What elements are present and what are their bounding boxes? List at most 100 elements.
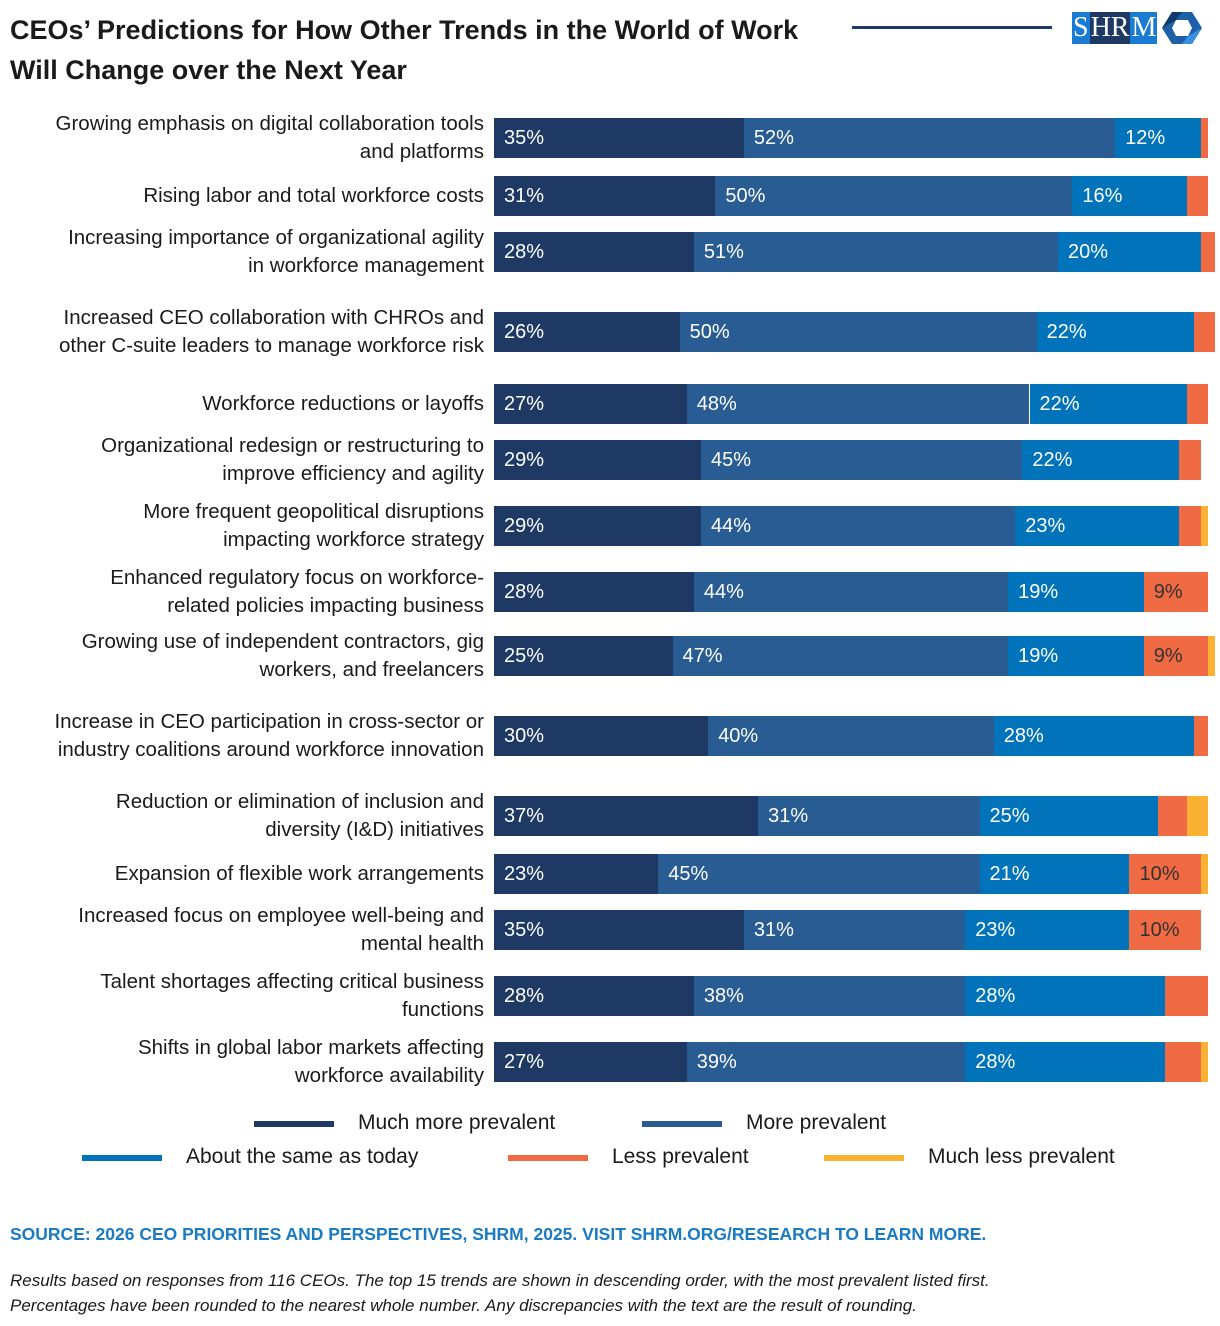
bar-segment	[979, 854, 1130, 894]
bar-segment	[1022, 440, 1180, 480]
data-label: 28%	[1003, 725, 1044, 747]
bar-segment	[494, 636, 673, 676]
bar-segment	[1015, 506, 1180, 546]
legend-swatch	[824, 1155, 904, 1161]
bar-segment	[708, 716, 994, 756]
bar-segment	[494, 312, 680, 352]
bar-segment	[743, 118, 1116, 158]
data-label: 20%	[1068, 241, 1109, 263]
bar-segment	[1158, 796, 1187, 836]
shrm-logo: S HR M	[1072, 12, 1158, 44]
data-label: 22%	[1046, 321, 1087, 343]
footnote-line: Results based on responses from 116 CEOs…	[10, 1271, 990, 1290]
data-label: 27%	[504, 393, 545, 415]
data-label: 19%	[1018, 645, 1059, 667]
category-label: Rising labor and total workforce costs	[143, 184, 484, 207]
legend-swatch	[642, 1121, 722, 1127]
bar-segment	[965, 910, 1130, 950]
bar-segment	[1008, 572, 1144, 612]
data-label: 38%	[703, 985, 744, 1007]
data-label: 47%	[682, 645, 723, 667]
category-label: Workforce reductions or layoffs	[202, 392, 484, 415]
legend-swatch	[508, 1155, 588, 1161]
data-label: 29%	[504, 515, 545, 537]
bar-segment	[1029, 384, 1187, 424]
category-label: Expansion of flexible work arrangements	[114, 862, 484, 885]
data-label: 25%	[989, 805, 1030, 827]
data-label: 44%	[711, 515, 752, 537]
bar-segment	[672, 636, 1009, 676]
bar-segment	[494, 506, 702, 546]
data-label: 39%	[696, 1051, 737, 1073]
data-label: 28%	[504, 241, 545, 263]
data-label: 31%	[504, 185, 545, 207]
data-label: 44%	[703, 581, 744, 603]
category-label: Increased focus on employee well-being a…	[78, 904, 484, 955]
bar-segment	[1200, 854, 1208, 894]
legend-label: Much less prevalent	[928, 1145, 1115, 1168]
bar-segment	[965, 1042, 1166, 1082]
bar-segment	[1200, 506, 1208, 546]
title-rule	[852, 26, 1052, 29]
data-label: 28%	[504, 581, 545, 603]
category-label: Increasing importance of organizational …	[68, 226, 484, 277]
data-label: 50%	[725, 185, 766, 207]
category-label: More frequent geopolitical disruptions i…	[143, 500, 484, 551]
legend-swatch	[82, 1155, 162, 1161]
bar-segment	[1200, 118, 1208, 158]
bar-segment	[1072, 176, 1187, 216]
bar-segment	[1165, 976, 1208, 1016]
bar-segment	[494, 716, 709, 756]
data-label: 40%	[718, 725, 759, 747]
bar-segment	[701, 506, 1016, 546]
bar-segment	[1179, 440, 1201, 480]
bar-segment	[1036, 312, 1194, 352]
bar-segment	[494, 910, 744, 950]
data-label: 23%	[504, 863, 545, 885]
category-label: Organizational redesign or restructuring…	[101, 434, 484, 485]
bar-segment	[494, 976, 694, 1016]
data-label: 30%	[504, 725, 545, 747]
data-label: 23%	[1025, 515, 1066, 537]
bar-segment	[1200, 1042, 1208, 1082]
data-label: 28%	[975, 985, 1016, 1007]
bar-segment	[1143, 636, 1208, 676]
bar-segment	[1058, 232, 1201, 272]
data-label: 35%	[504, 919, 545, 941]
bar-segment	[494, 854, 659, 894]
bar-segment	[993, 716, 1194, 756]
bar-segment	[1165, 1042, 1201, 1082]
bar-segment	[1179, 506, 1201, 546]
bar-segment	[494, 232, 694, 272]
legend-label: Much more prevalent	[358, 1111, 556, 1134]
bar-segment	[1208, 636, 1216, 676]
bar-segment	[494, 118, 744, 158]
data-label: 28%	[975, 1051, 1016, 1073]
bar-segment	[1129, 854, 1201, 894]
bar-segment	[686, 384, 1030, 424]
bar-segment	[1186, 176, 1208, 216]
category-label: Growing use of independent contractors, …	[81, 630, 484, 681]
legend-label: More prevalent	[746, 1111, 887, 1134]
bar-segment	[494, 384, 687, 424]
data-label: 51%	[703, 241, 744, 263]
bar-segment	[758, 796, 980, 836]
data-label: 16%	[1082, 185, 1123, 207]
data-label: 26%	[504, 321, 545, 343]
legend-swatch	[254, 1121, 334, 1127]
category-label: Talent shortages affecting critical busi…	[100, 970, 484, 1021]
category-label: Shifts in global labor markets affecting…	[137, 1036, 484, 1087]
data-label: 9%	[1153, 645, 1183, 667]
legend-label: About the same as today	[186, 1145, 419, 1168]
bar-segment	[1193, 716, 1208, 756]
data-label: 27%	[504, 1051, 545, 1073]
data-label: 25%	[504, 645, 545, 667]
bar-segment	[701, 440, 1023, 480]
data-label: 45%	[668, 863, 709, 885]
data-label: 19%	[1018, 581, 1059, 603]
data-label: 28%	[504, 985, 545, 1007]
bar-segment	[743, 910, 966, 950]
data-label: 50%	[689, 321, 730, 343]
bar-segment	[494, 572, 694, 612]
bar-segment	[1129, 910, 1201, 950]
